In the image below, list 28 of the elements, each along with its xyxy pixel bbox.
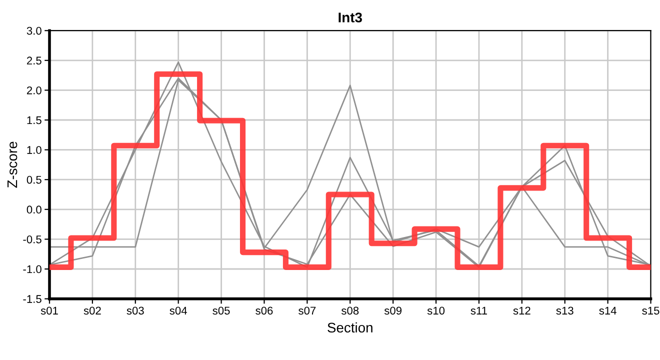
y-tick-label: 1.0 (27, 146, 42, 154)
x-tick-label: s02 (84, 306, 101, 315)
x-tick-label: s08 (341, 306, 359, 315)
x-tick-label: s12 (513, 306, 530, 315)
x-tick-label: s05 (212, 306, 230, 315)
x-tick-label: s03 (126, 306, 144, 315)
x-axis-title: Section (328, 322, 372, 333)
y-tick-label: 0.5 (26, 176, 42, 184)
x-tick-label: s11 (470, 306, 487, 315)
y-tick-label: -1.0 (23, 265, 42, 274)
chart-title: Int3 (338, 12, 362, 22)
x-tick-label: s09 (384, 306, 402, 315)
x-tick-label: s04 (170, 306, 187, 315)
y-tick-label: -1.5 (23, 295, 42, 303)
y-tick-label: 2.5 (26, 56, 42, 65)
y-tick-label: 1.5 (27, 116, 42, 124)
x-tick-label: s14 (599, 306, 616, 315)
x-tick-label: s13 (556, 306, 574, 315)
x-tick-label: s07 (298, 306, 316, 315)
x-tick-label: s10 (427, 306, 445, 315)
y-tick-label: 2.0 (26, 86, 42, 94)
y-tick-label: 3.0 (26, 26, 42, 35)
y-axis-title: Z-score (8, 142, 18, 188)
y-tick-label: 0.0 (26, 206, 42, 214)
x-tick-label: s06 (256, 306, 273, 315)
x-tick-label: s01 (40, 306, 58, 315)
x-tick-label: s15 (642, 306, 660, 315)
y-tick-label: -0.5 (23, 235, 42, 244)
